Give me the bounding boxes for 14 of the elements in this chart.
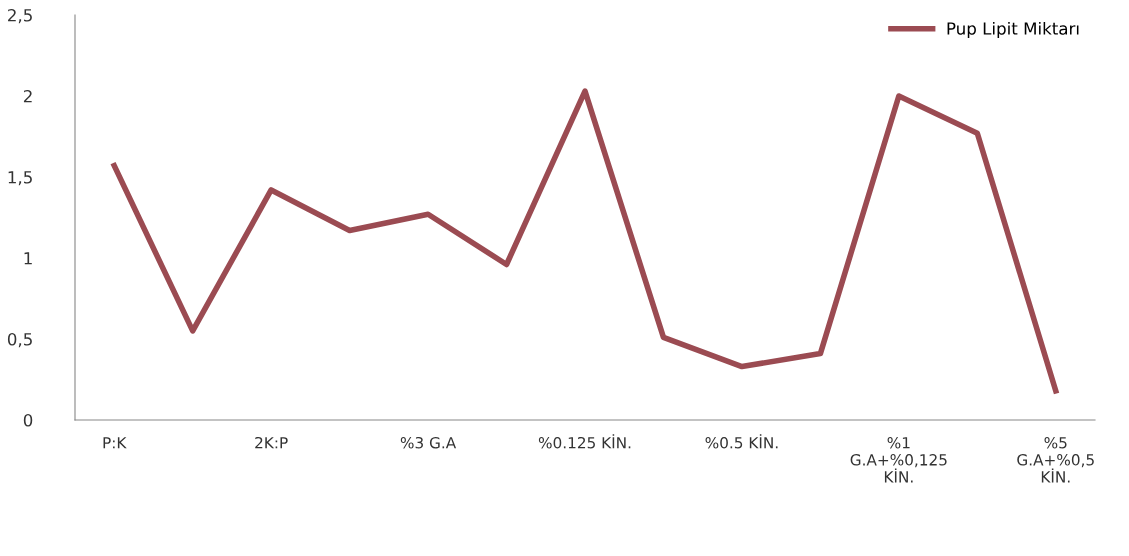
x-tick-label: %0.5 KİN. <box>705 434 778 449</box>
x-tick-label: %5 G.A+%0,5 KİN. <box>1017 436 1094 483</box>
x-tick-label: %1 G.A+%0,125 KİN. <box>850 436 947 483</box>
legend-label: Pup Lipit Miktarı <box>947 21 1079 39</box>
y-tick-label: 2 <box>23 89 32 103</box>
y-tick-label: 2,5 <box>8 8 32 24</box>
x-tick-label: P:K <box>103 437 127 449</box>
y-tick-label: 0,5 <box>7 332 32 348</box>
y-tick-label: 1 <box>24 252 32 265</box>
y-tick-label: 0 <box>23 413 33 427</box>
x-tick-label: %3 G.A <box>400 436 457 449</box>
y-tick-label: 1,5 <box>8 171 32 186</box>
x-tick-label: 2K:P <box>255 436 288 449</box>
x-tick-label: %0.125 KİN. <box>538 434 631 449</box>
